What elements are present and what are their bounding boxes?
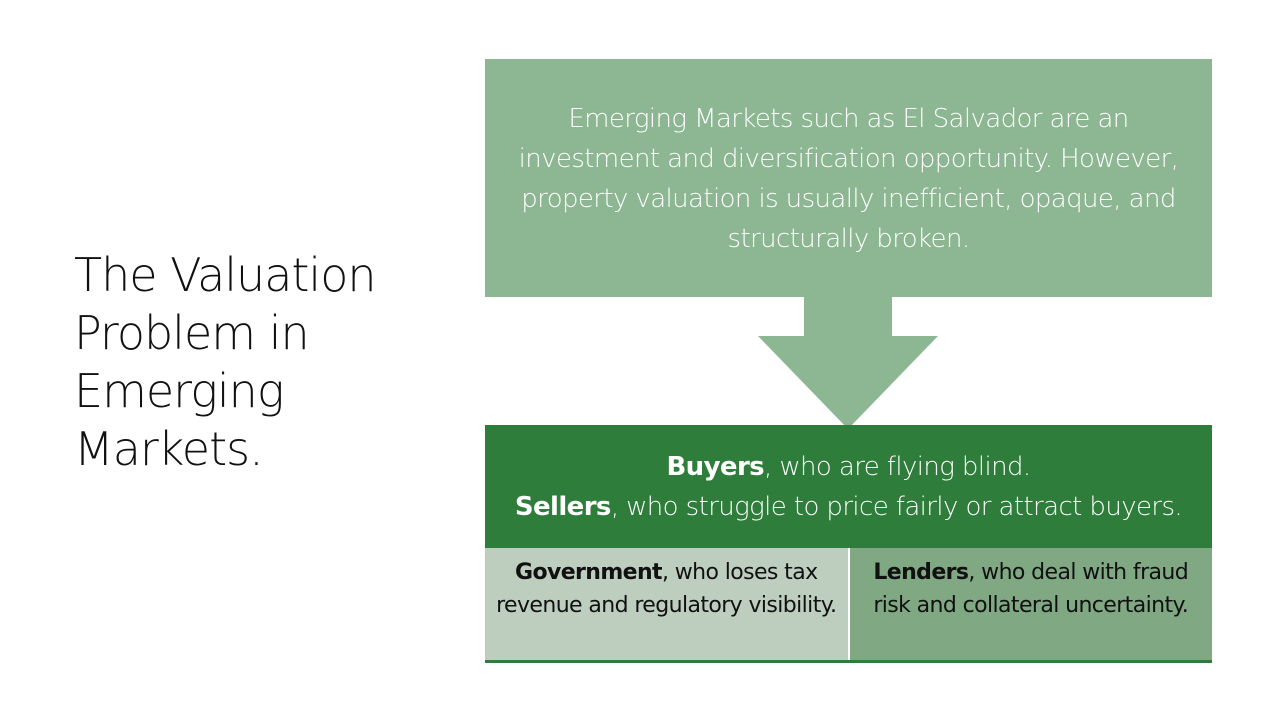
- sellers-description: , who struggle to price fairly or attrac…: [610, 492, 1183, 522]
- sellers-line: Sellers, who struggle to price fairly or…: [495, 487, 1202, 527]
- buyers-description: , who are flying blind.: [764, 452, 1031, 482]
- sub-stakeholders-row: Government, who loses tax revenue and re…: [485, 548, 1212, 663]
- title-line-3: Emerging: [74, 364, 284, 418]
- government-description: , who loses tax revenue and regulatory v…: [496, 560, 837, 618]
- buyers-label: Buyers: [666, 452, 765, 482]
- emerging-markets-box: Emerging Markets such as El Salvador are…: [485, 59, 1212, 297]
- title-line-2: Problem in: [74, 306, 310, 360]
- slide-title: The Valuation Problem in Emerging Market…: [74, 246, 434, 478]
- buyers-line: Buyers, who are flying blind.: [495, 447, 1202, 487]
- emerging-markets-text: Emerging Markets such as El Salvador are…: [518, 104, 1179, 254]
- lenders-description: , who deal with fraud risk and collatera…: [873, 560, 1189, 618]
- stakeholders-box: Buyers, who are flying blind. Sellers, w…: [485, 425, 1212, 548]
- title-line-1: The Valuation: [74, 248, 377, 302]
- lenders-box: Lenders, who deal with fraud risk and co…: [849, 548, 1212, 660]
- government-box: Government, who loses tax revenue and re…: [485, 548, 850, 660]
- lenders-label: Lenders: [873, 560, 969, 585]
- sellers-label: Sellers: [514, 492, 612, 522]
- government-label: Government: [514, 560, 663, 585]
- down-arrow-icon: [758, 296, 938, 429]
- title-line-4: Markets.: [74, 422, 264, 476]
